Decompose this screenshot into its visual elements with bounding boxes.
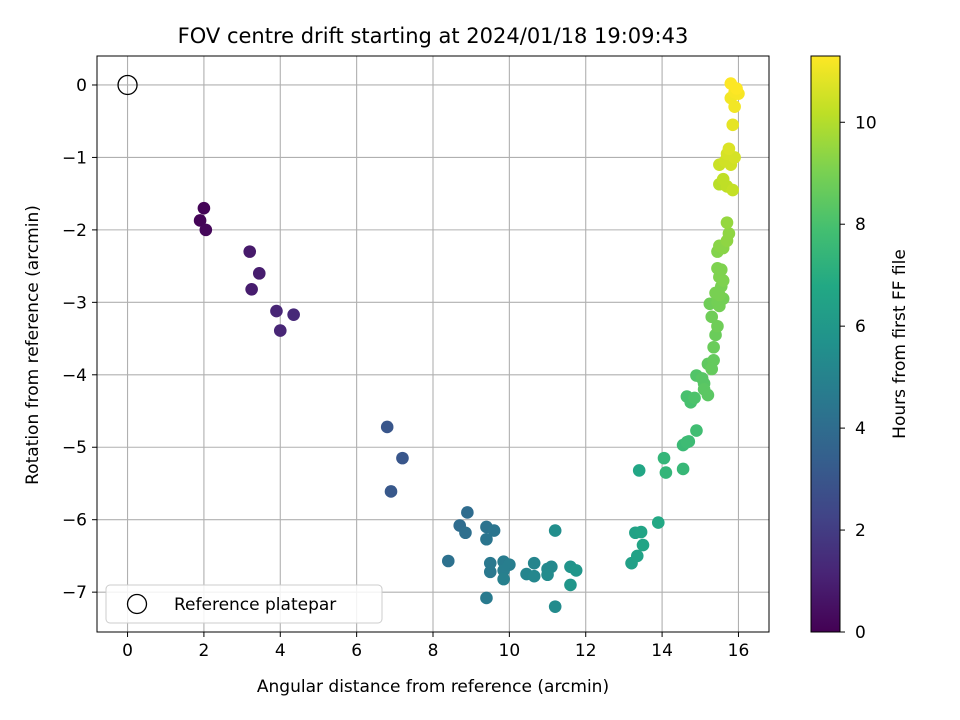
data-point bbox=[730, 82, 743, 95]
data-point bbox=[657, 451, 671, 465]
data-point bbox=[707, 340, 720, 354]
colorbar-tick-label: 0 bbox=[855, 623, 866, 643]
data-point bbox=[722, 142, 736, 156]
x-tick-label: 12 bbox=[575, 641, 597, 661]
data-point bbox=[676, 462, 690, 476]
data-point bbox=[701, 388, 715, 402]
x-tick-label: 4 bbox=[275, 641, 286, 661]
data-point bbox=[197, 201, 211, 215]
colorbar-tick-label: 2 bbox=[855, 521, 866, 541]
y-tick-label: −7 bbox=[62, 583, 87, 603]
data-point bbox=[548, 600, 562, 613]
x-tick-label: 2 bbox=[198, 641, 209, 661]
data-point bbox=[659, 466, 673, 479]
data-point bbox=[245, 282, 258, 296]
x-tick-label: 10 bbox=[499, 641, 521, 661]
x-tick-label: 14 bbox=[651, 641, 673, 661]
x-tick-label: 16 bbox=[728, 641, 750, 661]
x-tick-label: 6 bbox=[351, 641, 362, 661]
data-point bbox=[714, 263, 728, 277]
y-tick-label: −3 bbox=[62, 293, 87, 313]
chart-title: FOV centre drift starting at 2024/01/18 … bbox=[178, 24, 689, 48]
data-point bbox=[380, 420, 394, 434]
data-point bbox=[480, 591, 493, 605]
data-point bbox=[728, 100, 741, 114]
data-point bbox=[270, 304, 283, 318]
y-tick-label: −4 bbox=[62, 366, 87, 386]
data-point bbox=[497, 564, 510, 577]
data-point bbox=[569, 564, 583, 577]
data-point bbox=[705, 310, 719, 324]
data-point bbox=[705, 362, 719, 376]
data-point bbox=[252, 267, 266, 280]
data-point bbox=[541, 568, 554, 582]
data-point bbox=[722, 227, 736, 240]
x-tick-label: 8 bbox=[428, 641, 439, 661]
legend-entry-reference: Reference platepar bbox=[174, 595, 336, 615]
y-tick-label: −6 bbox=[62, 511, 87, 531]
legend-marker-reference bbox=[126, 593, 148, 615]
colorbar-tick-label: 4 bbox=[855, 419, 866, 439]
colorbar-gradient bbox=[810, 55, 841, 633]
data-point bbox=[480, 532, 493, 546]
data-point bbox=[483, 565, 497, 579]
colorbar: 0 2 4 6 8 10 Hours from first FF file bbox=[810, 55, 910, 643]
data-point bbox=[726, 118, 740, 132]
data-point bbox=[483, 556, 497, 570]
data-point bbox=[441, 554, 455, 568]
data-point bbox=[273, 324, 287, 337]
reference-point-layer bbox=[117, 74, 138, 96]
data-point bbox=[690, 424, 703, 437]
y-tick-label: −2 bbox=[62, 221, 87, 241]
legend-box bbox=[105, 584, 383, 624]
colorbar-tick-label: 8 bbox=[855, 215, 866, 235]
data-point bbox=[459, 526, 472, 540]
data-point bbox=[711, 319, 724, 333]
data-point bbox=[461, 506, 474, 519]
legend: Reference platepar bbox=[105, 584, 383, 624]
data-point bbox=[287, 308, 300, 321]
y-axis-label: Rotation from reference (arcmin) bbox=[23, 205, 43, 485]
data-point bbox=[396, 451, 409, 465]
colorbar-tick-label: 10 bbox=[855, 113, 877, 133]
data-point bbox=[726, 183, 740, 197]
y-tick-label: −1 bbox=[62, 148, 87, 168]
colorbar-ticks: 0 2 4 6 8 10 bbox=[840, 113, 877, 643]
data-point bbox=[630, 549, 644, 563]
y-axis-ticks: 0 −1 −2 −3 −4 −5 −6 −7 bbox=[62, 76, 97, 603]
y-tick-label: 0 bbox=[76, 76, 87, 96]
data-point bbox=[487, 524, 501, 537]
reference-point-marker bbox=[117, 74, 138, 96]
data-point bbox=[651, 516, 665, 529]
x-axis-label: Angular distance from reference (arcmin) bbox=[257, 677, 609, 697]
grid-lines bbox=[97, 56, 769, 632]
data-point bbox=[527, 556, 541, 570]
data-point bbox=[634, 525, 648, 539]
data-point bbox=[720, 216, 734, 229]
data-point bbox=[193, 214, 207, 227]
x-tick-label: 0 bbox=[122, 641, 133, 661]
data-point bbox=[548, 524, 562, 537]
colorbar-label: Hours from first FF file bbox=[890, 249, 910, 439]
data-points bbox=[193, 77, 745, 613]
data-point bbox=[199, 223, 213, 237]
colorbar-tick-label: 6 bbox=[855, 317, 866, 337]
data-point bbox=[384, 485, 398, 498]
data-point bbox=[716, 274, 730, 287]
data-point bbox=[564, 578, 577, 592]
data-point bbox=[497, 572, 510, 586]
data-point bbox=[243, 245, 257, 258]
data-point bbox=[680, 435, 694, 449]
data-point bbox=[636, 538, 650, 552]
data-point bbox=[632, 464, 646, 477]
x-axis-ticks: 0 2 4 6 8 10 12 14 16 bbox=[122, 632, 749, 661]
y-tick-label: −5 bbox=[62, 438, 87, 458]
data-point bbox=[527, 569, 541, 583]
data-point bbox=[688, 391, 701, 405]
